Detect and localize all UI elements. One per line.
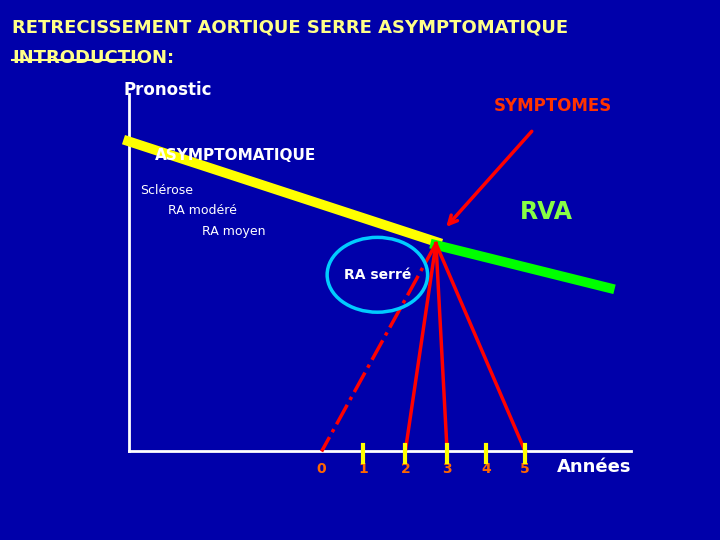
Text: 5: 5 [521,462,530,476]
Text: INTRODUCTION:: INTRODUCTION: [12,49,174,66]
Text: RA modéré: RA modéré [168,205,237,218]
Text: RA serré: RA serré [343,268,411,282]
Text: RETRECISSEMENT AORTIQUE SERRE ASYMPTOMATIQUE: RETRECISSEMENT AORTIQUE SERRE ASYMPTOMAT… [12,19,568,37]
Text: 2: 2 [400,462,410,476]
Text: 3: 3 [442,462,452,476]
Text: SYMPTOMES: SYMPTOMES [494,97,612,114]
Text: RVA: RVA [520,200,572,224]
Text: Pronostic: Pronostic [124,82,212,99]
Text: ASYMPTOMATIQUE: ASYMPTOMATIQUE [155,148,315,164]
Text: 4: 4 [481,462,491,476]
Text: Sclérose: Sclérose [140,184,193,197]
Text: Années: Années [557,458,631,476]
Text: 0: 0 [317,462,326,476]
Text: 1: 1 [359,462,369,476]
Text: RA moyen: RA moyen [202,225,265,238]
